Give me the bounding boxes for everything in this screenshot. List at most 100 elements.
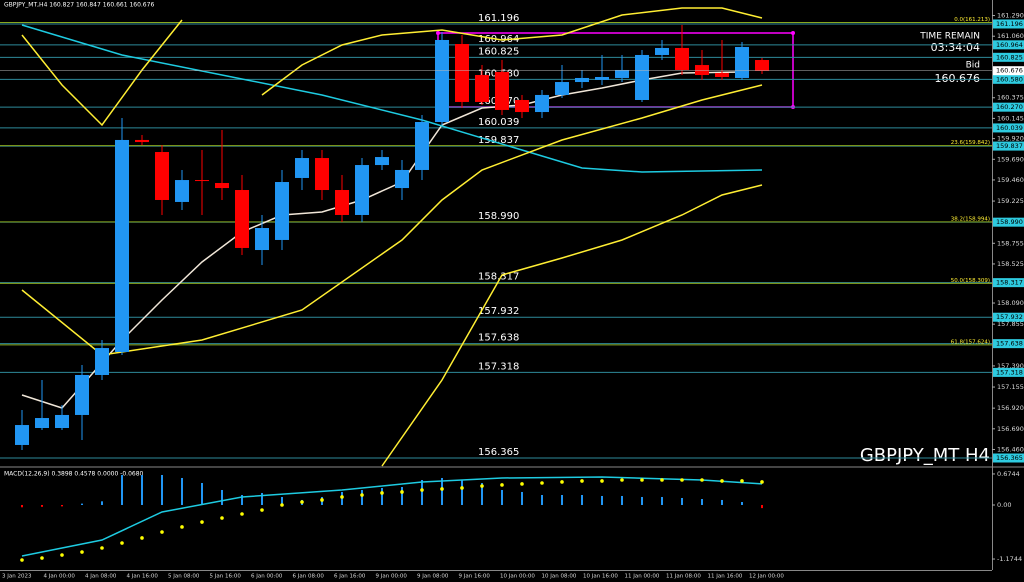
indicator-line bbox=[21, 84, 763, 356]
y-tick-label: 156.690 bbox=[997, 425, 1024, 433]
candle-body bbox=[75, 374, 89, 415]
candle-body bbox=[115, 139, 129, 352]
x-tick-label: 4 Jan 08:00 bbox=[85, 574, 117, 580]
fib-label: 50.0(158.309) bbox=[951, 278, 990, 284]
chart-title: GBPJPY_MT,H4 160.827 160.847 160.661 160… bbox=[4, 2, 154, 9]
level-tag-label: 160.270 bbox=[996, 103, 1023, 111]
signal-dot bbox=[140, 536, 144, 540]
x-tick-label: 9 Jan 08:00 bbox=[417, 574, 449, 580]
x-tick-label: 4 Jan 00:00 bbox=[44, 574, 76, 580]
level-tag bbox=[993, 312, 1024, 322]
x-tick-label: 11 Jan 00:00 bbox=[625, 574, 660, 580]
macd-bar bbox=[521, 491, 523, 505]
level-tag bbox=[993, 74, 1024, 84]
macd-bar bbox=[161, 474, 163, 505]
candle-body bbox=[475, 75, 489, 102]
y-tick-label: 157.155 bbox=[997, 383, 1024, 391]
level-tag bbox=[993, 141, 1024, 151]
macd-bar bbox=[61, 504, 63, 507]
macd-bar bbox=[641, 496, 643, 505]
macd-bar bbox=[501, 489, 503, 505]
y-tick-label: 158.090 bbox=[997, 299, 1024, 307]
signal-dot bbox=[700, 478, 704, 482]
y-tick-label: 156.920 bbox=[997, 404, 1024, 412]
candle-body bbox=[155, 152, 169, 200]
level-tag bbox=[993, 453, 1024, 463]
fib-label: 0.0(161.213) bbox=[954, 17, 990, 23]
signal-dot bbox=[200, 520, 204, 524]
signal-dot bbox=[100, 546, 104, 550]
macd-title: MACD(12,26,9) 0.3898 0.4578 0.0000 -0.06… bbox=[4, 471, 144, 478]
candle-body bbox=[435, 39, 449, 123]
macd-bar bbox=[541, 495, 543, 505]
signal-dot bbox=[560, 480, 564, 484]
signal-dot bbox=[440, 487, 444, 491]
x-tick-label: 10 Jan 16:00 bbox=[583, 574, 618, 580]
signal-dot bbox=[740, 479, 744, 483]
macd-bar bbox=[661, 496, 663, 505]
macd-bar bbox=[741, 502, 743, 505]
macd-bar bbox=[101, 501, 103, 505]
macd-bar bbox=[81, 503, 83, 505]
macd-bar bbox=[41, 504, 43, 507]
x-tick-label: 9 Jan 16:00 bbox=[459, 574, 491, 580]
y-tick-label: 159.920 bbox=[997, 135, 1024, 143]
macd-bar bbox=[241, 495, 243, 505]
macd-bar bbox=[121, 474, 123, 505]
candle-body bbox=[735, 46, 749, 78]
macd-bar bbox=[721, 499, 723, 505]
range-handle bbox=[791, 31, 795, 35]
watermark: GBPJPY_MT H4 bbox=[860, 445, 990, 466]
indicator-line bbox=[21, 71, 743, 409]
signal-dot bbox=[40, 556, 44, 560]
candle-body bbox=[595, 76, 609, 80]
bid-value: 160.676 bbox=[935, 72, 981, 85]
macd-bar bbox=[681, 497, 683, 505]
x-tick-label: 6 Jan 00:00 bbox=[251, 574, 283, 580]
macd-bar bbox=[201, 482, 203, 505]
y-tick-label: -1.1744 bbox=[997, 555, 1022, 563]
signal-dot bbox=[160, 530, 164, 534]
macd-bar bbox=[601, 495, 603, 505]
macd-bar bbox=[261, 492, 263, 505]
signal-dot bbox=[260, 508, 264, 512]
indicator-line bbox=[381, 184, 763, 467]
candle-body bbox=[15, 425, 29, 445]
signal-dot bbox=[640, 478, 644, 482]
x-tick-label: 6 Jan 16:00 bbox=[334, 574, 366, 580]
macd-bar bbox=[581, 495, 583, 505]
x-tick-label: 11 Jan 08:00 bbox=[666, 574, 701, 580]
x-tick-label: 5 Jan 08:00 bbox=[168, 574, 200, 580]
x-tick-label: 6 Jan 08:00 bbox=[293, 574, 325, 580]
level-label: 161.196 bbox=[478, 13, 519, 24]
candle-body bbox=[655, 47, 669, 55]
candle-body bbox=[35, 418, 49, 428]
level-label: 160.039 bbox=[478, 117, 519, 128]
y-tick-label: 0.6744 bbox=[997, 470, 1020, 478]
candle-body bbox=[315, 158, 329, 191]
level-label: 157.638 bbox=[478, 333, 519, 344]
y-tick-label: 160.375 bbox=[997, 94, 1024, 102]
signal-dot bbox=[580, 479, 584, 483]
level-tag-label: 161.196 bbox=[996, 20, 1023, 28]
level-label: 157.318 bbox=[478, 361, 519, 372]
signal-dot bbox=[400, 490, 404, 494]
level-label: 159.837 bbox=[478, 135, 519, 146]
candle-body bbox=[575, 77, 589, 83]
signal-dot bbox=[180, 525, 184, 529]
level-label: 157.932 bbox=[478, 306, 519, 317]
y-tick-label: 158.755 bbox=[997, 239, 1024, 247]
level-label: 158.317 bbox=[478, 272, 519, 283]
candle-body bbox=[375, 157, 389, 166]
bid-tag-label: 160.676 bbox=[996, 67, 1023, 75]
candle-body bbox=[675, 47, 689, 70]
level-tag bbox=[993, 217, 1024, 227]
y-tick-label: 0.00 bbox=[997, 501, 1011, 509]
x-tick-label: 3 Jan 2023 bbox=[2, 574, 32, 580]
candle-body bbox=[255, 228, 269, 251]
fib-label: 38.2(158.994) bbox=[951, 216, 990, 222]
level-label: 156.365 bbox=[478, 447, 519, 458]
candle-body bbox=[135, 139, 149, 143]
